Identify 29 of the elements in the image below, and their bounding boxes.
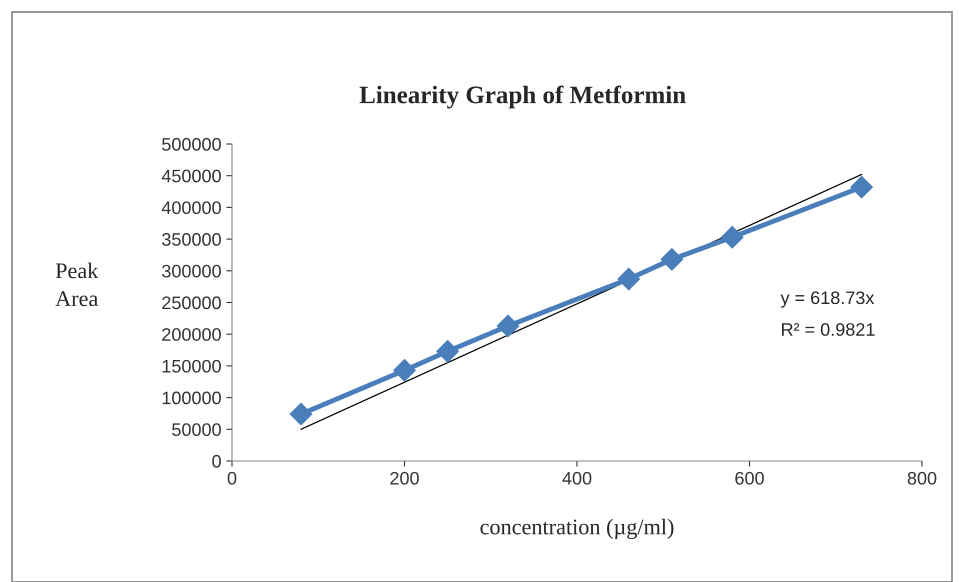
point xyxy=(393,359,416,382)
y-tick-label: 200000 xyxy=(162,328,221,341)
x-tick-label: 600 xyxy=(735,472,764,485)
y-axis-title: Peak Area xyxy=(55,262,98,306)
y-tick-label: 350000 xyxy=(162,233,221,246)
point xyxy=(720,226,744,249)
y-tick-label: 450000 xyxy=(162,170,221,182)
x-axis-title: concentration (µg/ml) xyxy=(480,518,674,540)
x-tick-label: 800 xyxy=(908,472,936,485)
point xyxy=(290,402,312,426)
y-tick-label: 50000 xyxy=(172,423,221,436)
y-tick-label: 500000 xyxy=(162,138,221,151)
point xyxy=(850,176,873,198)
point xyxy=(436,340,459,363)
annotation: R² = 0.9821 xyxy=(782,323,875,336)
point xyxy=(617,268,640,290)
point xyxy=(660,248,684,271)
y-tick-label: 0 xyxy=(212,454,221,468)
y-tick-label: 250000 xyxy=(162,296,221,310)
y-tick-label: 150000 xyxy=(162,360,221,373)
chart-title: Linearity Graph of Metformin xyxy=(360,86,686,108)
x-tick-label: 0 xyxy=(228,472,236,485)
x-tick-label: 400 xyxy=(562,472,592,485)
y-tick-label: 100000 xyxy=(162,392,221,404)
annotation: y = 618.73x xyxy=(780,291,874,308)
y-tick-label: 300000 xyxy=(162,264,221,278)
y-tick-label: 400000 xyxy=(162,201,221,214)
x-tick-label: 200 xyxy=(390,472,419,485)
point xyxy=(496,314,520,338)
